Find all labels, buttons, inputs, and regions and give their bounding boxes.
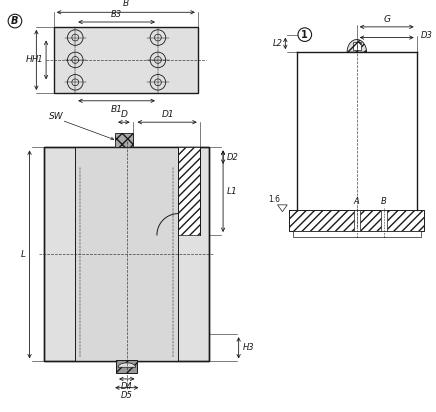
Bar <box>115 133 133 147</box>
Text: B: B <box>11 16 19 26</box>
Text: B: B <box>381 197 387 206</box>
Bar <box>44 147 209 361</box>
Polygon shape <box>347 40 367 52</box>
Bar <box>353 42 361 50</box>
Text: B3: B3 <box>111 10 122 19</box>
Text: L1: L1 <box>227 187 238 196</box>
Bar <box>353 42 361 50</box>
Text: B: B <box>123 0 129 8</box>
Text: D: D <box>120 110 127 119</box>
Text: H: H <box>26 56 32 64</box>
Polygon shape <box>118 363 136 367</box>
Bar <box>178 147 200 235</box>
Text: H3: H3 <box>242 343 254 352</box>
Text: 1.6: 1.6 <box>269 195 281 204</box>
Bar <box>75 147 178 361</box>
Bar <box>381 210 387 231</box>
Text: 1: 1 <box>301 30 308 40</box>
Bar <box>115 133 133 147</box>
Text: H1: H1 <box>31 56 43 64</box>
Text: D1: D1 <box>162 110 174 119</box>
Text: D5: D5 <box>121 391 133 400</box>
Bar <box>116 360 137 373</box>
Text: SW: SW <box>49 112 64 121</box>
Bar <box>44 147 209 361</box>
Bar <box>354 210 360 231</box>
Text: B1: B1 <box>111 105 123 114</box>
Bar <box>289 210 424 231</box>
Text: A: A <box>354 197 360 206</box>
Text: L: L <box>20 250 26 259</box>
Bar <box>289 210 424 231</box>
Text: D4: D4 <box>121 382 133 391</box>
Bar <box>116 360 137 373</box>
Bar <box>54 27 198 93</box>
Text: D2: D2 <box>227 153 239 162</box>
Text: G: G <box>383 15 390 24</box>
Text: D3: D3 <box>420 31 433 40</box>
Text: L2: L2 <box>272 39 283 48</box>
Bar <box>293 231 420 237</box>
